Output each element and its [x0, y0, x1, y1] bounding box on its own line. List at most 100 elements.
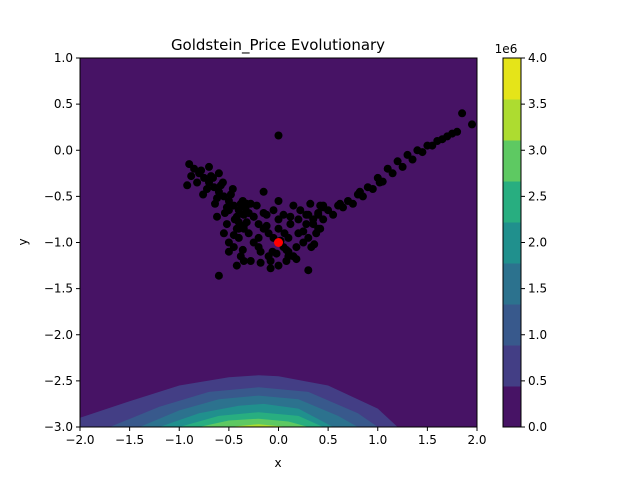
x-tick-label: −1.5: [115, 433, 144, 447]
x-axis-label: x: [274, 456, 281, 470]
colorbar-segment: [503, 222, 521, 264]
population-point: [205, 162, 213, 171]
population-point: [286, 212, 295, 221]
population-point: [209, 173, 217, 182]
population-point: [314, 209, 323, 217]
colorbar-tick-label: 3.0: [528, 143, 547, 157]
best-point: [274, 238, 283, 247]
population-point: [218, 178, 227, 187]
population-point: [187, 172, 196, 181]
population-point: [272, 249, 281, 258]
population-point: [302, 220, 311, 229]
colorbar-segment: [503, 140, 521, 182]
population-point: [458, 109, 467, 118]
population-point: [214, 271, 223, 280]
population-point: [304, 266, 313, 275]
population-point: [274, 197, 283, 205]
population-point: [319, 215, 328, 224]
population-point: [259, 187, 268, 196]
population-point: [289, 201, 298, 210]
colorbar-exponent-label: 1e6: [495, 42, 518, 56]
population-point: [234, 224, 243, 233]
population-point: [254, 243, 263, 252]
y-axis-label: y: [16, 238, 30, 245]
population-point: [388, 169, 397, 178]
x-tick-label: −0.5: [214, 433, 243, 447]
contour-bands: [80, 375, 398, 427]
plot-area: [79, 57, 478, 428]
y-tick-label: 0.0: [54, 143, 73, 157]
scatter-points: [183, 109, 476, 280]
colorbar: 0.0 0.5 1.0 1.5 2.0 2.5 3.0 3.5 4.0: [502, 51, 547, 434]
population-point: [274, 131, 283, 140]
colorbar-tick-label: 1.5: [528, 282, 547, 296]
y-tick-label: −1.0: [44, 236, 73, 250]
population-point: [213, 212, 221, 221]
population-point: [336, 199, 344, 208]
population-point: [282, 245, 291, 254]
y-tick-label: 0.5: [54, 97, 73, 111]
population-point: [197, 166, 206, 175]
colorbar-tick-label: 4.0: [528, 51, 547, 65]
y-tick-label: −1.5: [44, 282, 73, 296]
population-point: [274, 224, 283, 233]
population-point: [183, 181, 192, 190]
x-tick-label: −2.0: [65, 433, 94, 447]
population-point: [280, 229, 289, 238]
population-point: [229, 231, 238, 240]
population-point: [468, 120, 476, 129]
population-point: [219, 229, 228, 238]
colorbar-tick-label: 2.0: [528, 236, 547, 250]
population-point: [269, 206, 278, 215]
population-point: [211, 199, 219, 208]
population-point: [286, 220, 295, 229]
population-point: [418, 148, 427, 157]
y-tick-label: −2.0: [44, 328, 73, 342]
population-point: [448, 129, 457, 138]
population-point: [355, 187, 364, 196]
population-point: [224, 247, 233, 256]
population-point: [306, 199, 315, 208]
x-tick-label: 2.0: [467, 433, 486, 447]
population-point: [259, 209, 268, 217]
population-point: [214, 169, 223, 178]
population-point: [274, 261, 283, 270]
population-point: [310, 240, 319, 249]
population-point: [279, 210, 288, 219]
contour-band-6: [228, 424, 289, 427]
colorbar-segment: [503, 99, 521, 141]
population-point: [296, 206, 305, 215]
population-point: [252, 201, 261, 210]
x-tick-label: 1.0: [368, 433, 387, 447]
colorbar-segment: [503, 263, 521, 305]
colorbar-tick-label: 0.5: [528, 374, 547, 388]
population-point: [256, 258, 265, 267]
y-tick-label: −3.0: [44, 420, 73, 434]
population-point: [292, 243, 301, 252]
population-point: [368, 185, 377, 193]
population-point: [329, 210, 338, 219]
population-point: [262, 221, 271, 230]
population-point: [232, 261, 241, 270]
population-point: [238, 245, 247, 254]
colorbar-tick-label: 2.5: [528, 189, 547, 203]
colorbar-segment: [503, 58, 521, 100]
population-point: [199, 190, 208, 199]
chart-title: Goldstein_Price Evolutionary: [171, 36, 385, 55]
population-point: [266, 264, 275, 273]
y-axis: −3.0 −2.5 −2.0 −1.5 −1.0 −0.5 0.0 0.5 1.0: [44, 51, 80, 434]
colorbar-segment: [503, 345, 521, 387]
population-point: [254, 233, 263, 242]
population-point: [246, 257, 255, 265]
population-point: [438, 135, 447, 144]
population-point: [393, 157, 402, 166]
population-point: [224, 238, 233, 247]
colorbar-tick-label: 1.0: [528, 328, 547, 342]
population-point: [314, 224, 323, 233]
population-point: [304, 233, 313, 242]
population-point: [222, 220, 231, 229]
population-point: [319, 201, 328, 210]
population-point: [304, 210, 313, 219]
x-tick-label: 0.0: [269, 433, 288, 447]
